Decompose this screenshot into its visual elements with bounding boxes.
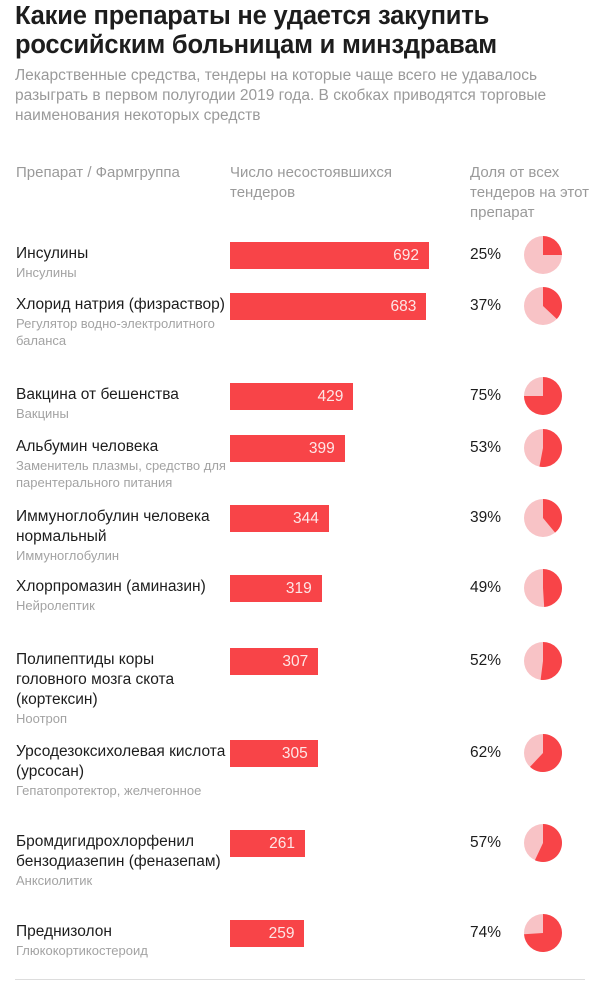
bar: 429 (230, 383, 354, 410)
share-label: 39% (470, 509, 502, 526)
pie-share-slice (543, 569, 562, 607)
share-label: 75% (470, 387, 502, 404)
pie-share-slice (543, 236, 562, 255)
share-label: 25% (470, 246, 502, 263)
drug-name: Вакцина от бешенства Вакцины (16, 385, 226, 422)
drug-group: Иммуноглобулин (16, 548, 120, 563)
drug-name-text: Полипептиды коры головного мозга скота (… (16, 651, 175, 708)
drug-name-text: Инсулины (16, 245, 89, 262)
column-header-count: Число несостоявшихся тендеров (230, 164, 392, 201)
drug-group: Заменитель плазмы, средство для парентер… (16, 458, 226, 490)
drug-group: Регулятор водно-электролитного баланса (16, 316, 215, 348)
drug-name: Иммуноглобулин человека нормальный Иммуно… (16, 507, 226, 564)
bar-value-label: 344 (293, 510, 319, 527)
share-label: 49% (470, 579, 502, 596)
drug-name: Альбумин человека Заменитель плазмы, сред… (16, 437, 226, 491)
share-label: 52% (470, 652, 502, 669)
share-pie (524, 499, 562, 537)
share-pie (524, 914, 562, 952)
drug-name: Хлорпромазин (аминазин) Нейролептик (16, 577, 226, 614)
share-label: 53% (470, 439, 502, 456)
bar: 683 (230, 293, 427, 320)
share-label: 62% (470, 744, 502, 761)
chart-subtitle: Лекарственные средства, тендеры на котор… (15, 67, 547, 124)
column-header-drug: Препарат / Фармгруппа (16, 164, 180, 181)
drug-group: Анксиолитик (16, 873, 93, 888)
share-label: 57% (470, 834, 502, 851)
bar: 399 (230, 435, 345, 462)
share-pie (524, 429, 562, 467)
bar-value-label: 319 (285, 580, 312, 597)
share-pie (524, 569, 562, 607)
bottom-divider (15, 979, 585, 980)
chart-title: Какие препараты не удается закупить росс… (15, 2, 497, 59)
drug-name: Бромдигидрохлорфенил бензодиазепин (фена… (16, 832, 226, 889)
share-pie (524, 236, 562, 274)
drug-group: Ноотроп (16, 711, 68, 726)
pie-share-slice (524, 377, 562, 415)
pie-share-slice (543, 287, 562, 320)
share-label: 37% (470, 297, 502, 314)
bar-value-label: 307 (282, 653, 309, 670)
drug-name-text: Хлорид натрия (физраствор) (16, 296, 225, 313)
bar: 344 (230, 505, 329, 532)
pie-share-slice (540, 642, 562, 680)
bar-value-label: 683 (390, 298, 417, 315)
drug-name: Хлорид натрия (физраствор) Регулятор водн… (16, 295, 226, 349)
bar-value-label: 261 (269, 835, 296, 852)
drug-name: Инсулины Инсулины (16, 244, 226, 281)
drug-name-text: Иммуноглобулин человека нормальный (16, 508, 210, 545)
share-pie (524, 377, 562, 415)
drug-name-text: Преднизолон (16, 923, 112, 940)
bar-value-label: 305 (281, 745, 308, 762)
drug-name: Преднизолон Глюкокортикостероид (16, 922, 226, 959)
drug-group: Инсулины (16, 265, 77, 280)
drug-name: Полипептиды коры головного мозга скота (… (16, 650, 226, 727)
drug-group: Гепатопротектор, желчегонное (16, 783, 202, 798)
pie-share-slice (539, 429, 562, 467)
share-pie (524, 824, 562, 862)
bar-value-label: 259 (268, 925, 295, 942)
bar: 307 (230, 648, 319, 675)
bar: 261 (230, 830, 306, 857)
share-pie (524, 642, 562, 680)
drug-name-text: Урсодезоксихолевая кислота (урсосан) (16, 743, 226, 780)
pie-share-slice (529, 734, 562, 772)
bar: 259 (230, 920, 305, 947)
bar: 319 (230, 575, 322, 602)
bar-value-label: 429 (317, 388, 344, 405)
drug-name-text: Хлорпромазин (аминазин) (16, 578, 206, 595)
bar-value-label: 692 (393, 247, 419, 264)
drug-name-text: Альбумин человека (16, 438, 159, 455)
drug-name: Урсодезоксихолевая кислота (урсосан) Гепа… (16, 742, 226, 799)
drug-group: Нейролептик (16, 598, 95, 613)
bar: 692 (230, 242, 429, 269)
drug-name-text: Бромдигидрохлорфенил бензодиазепин (фена… (16, 833, 221, 870)
share-label: 74% (470, 924, 502, 941)
share-pie (524, 734, 562, 772)
column-header-share: Доля от всех тендеров на этот препарат (470, 164, 589, 221)
drug-group: Глюкокортикостероид (16, 943, 148, 958)
pie-share-slice (543, 499, 562, 533)
drug-name-text: Вакцина от бешенства (16, 386, 179, 403)
drug-group: Вакцины (16, 406, 69, 421)
share-pie (524, 287, 562, 325)
pie-share-slice (534, 824, 562, 862)
pie-share-slice (524, 914, 562, 952)
bar: 305 (230, 740, 318, 767)
bar-value-label: 399 (308, 440, 335, 457)
